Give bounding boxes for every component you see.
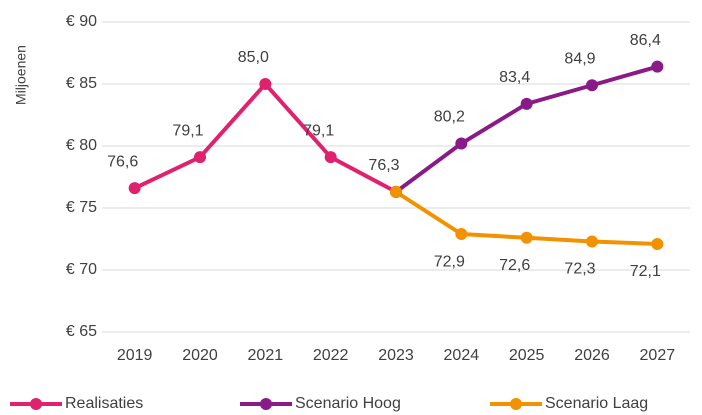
data-label: 83,4 bbox=[499, 69, 530, 86]
legend-marker bbox=[260, 398, 272, 410]
y-tick-label: € 85 bbox=[66, 75, 97, 92]
y-axis-label: Miljoenen bbox=[13, 45, 29, 105]
legend-marker bbox=[510, 398, 522, 410]
x-tick-label: 2023 bbox=[378, 347, 414, 364]
x-tick-label: 2022 bbox=[313, 347, 349, 364]
data-point bbox=[455, 228, 468, 241]
x-tick-label: 2027 bbox=[640, 347, 676, 364]
y-tick-label: € 80 bbox=[66, 137, 97, 154]
y-tick-label: € 90 bbox=[66, 13, 97, 30]
x-tick-label: 2019 bbox=[117, 347, 153, 364]
data-point bbox=[390, 185, 402, 198]
data-label: 79,1 bbox=[172, 122, 203, 139]
data-point bbox=[586, 235, 598, 248]
data-point bbox=[128, 182, 141, 195]
x-tick-label: 2026 bbox=[574, 347, 610, 364]
data-point bbox=[520, 97, 533, 110]
x-tick-label: 2021 bbox=[248, 347, 284, 364]
data-label: 84,9 bbox=[564, 50, 595, 67]
legend-label: Scenario Laag bbox=[545, 395, 648, 412]
y-tick-label: € 65 bbox=[66, 323, 97, 340]
legend-marker bbox=[30, 398, 42, 410]
data-point bbox=[520, 231, 533, 244]
legend-label: Realisaties bbox=[65, 395, 143, 412]
legend-label: Scenario Hoog bbox=[295, 395, 401, 412]
x-tick-label: 2024 bbox=[444, 347, 480, 364]
data-label: 76,3 bbox=[368, 157, 399, 174]
data-label: 79,1 bbox=[303, 122, 334, 139]
data-label: 86,4 bbox=[630, 32, 661, 49]
data-point bbox=[651, 60, 664, 73]
y-tick-label: € 75 bbox=[66, 199, 97, 216]
data-point bbox=[586, 79, 598, 92]
data-label: 85,0 bbox=[238, 49, 269, 66]
y-tick-label: € 70 bbox=[66, 261, 97, 278]
data-point bbox=[259, 78, 272, 90]
data-point bbox=[194, 151, 206, 164]
data-point bbox=[651, 237, 664, 250]
x-tick-label: 2025 bbox=[509, 347, 545, 364]
data-label: 72,1 bbox=[630, 263, 661, 280]
data-point bbox=[455, 137, 468, 150]
data-label: 72,3 bbox=[564, 261, 595, 278]
data-point bbox=[324, 151, 337, 164]
data-label: 80,2 bbox=[434, 109, 465, 126]
x-tick-label: 2020 bbox=[182, 347, 218, 364]
data-label: 72,6 bbox=[499, 257, 530, 274]
data-label: 72,9 bbox=[434, 253, 465, 270]
data-label: 76,6 bbox=[107, 153, 138, 170]
